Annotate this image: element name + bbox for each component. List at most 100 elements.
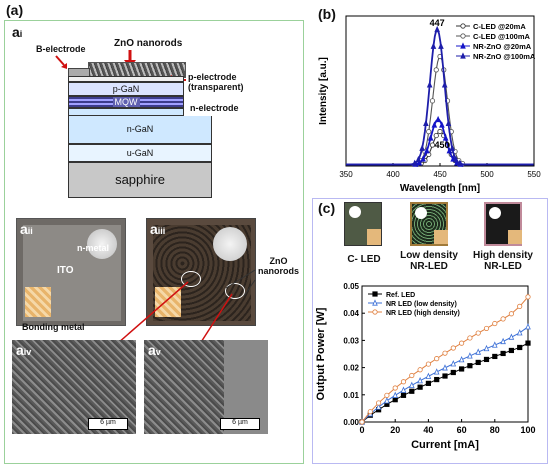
data-point-c bbox=[450, 345, 456, 351]
series-marker-b bbox=[438, 42, 444, 49]
layer-n-gan-top bbox=[68, 108, 184, 116]
zno-nanorods-label: ZnO nanorods bbox=[114, 38, 183, 49]
legend-label-b: NR-ZnO @100mA bbox=[473, 52, 536, 61]
data-point-c bbox=[508, 347, 514, 354]
data-point-c bbox=[417, 367, 423, 373]
series-marker-b bbox=[449, 144, 456, 151]
series-marker-b bbox=[416, 159, 423, 166]
bonding-metal bbox=[25, 287, 51, 317]
data-point-c bbox=[475, 359, 481, 366]
x-tick-label-b: 400 bbox=[386, 170, 400, 179]
y-tick-label-c: 0.04 bbox=[343, 309, 359, 318]
annot-450: 450 bbox=[434, 140, 449, 150]
legend-label-c: NR LED (low density) bbox=[386, 301, 457, 308]
data-point-c bbox=[516, 329, 523, 336]
label-ai: ai bbox=[12, 24, 23, 40]
series-marker-b bbox=[424, 147, 430, 154]
x-tick-label-c: 60 bbox=[457, 425, 467, 435]
b-electrode-label: B-electrode bbox=[36, 44, 86, 54]
x-tick-label-b: 550 bbox=[527, 170, 541, 179]
p-electrode-label: p-electrode (transparent) bbox=[188, 72, 244, 92]
data-point-c bbox=[400, 392, 407, 398]
legend-marker-b bbox=[460, 42, 466, 49]
data-point-c bbox=[475, 330, 481, 336]
data-point-c bbox=[434, 376, 440, 383]
y-axis-label-c: Output Power [W] bbox=[315, 307, 327, 400]
bonding-metal-label: Bonding metal bbox=[22, 322, 85, 332]
data-point-c bbox=[517, 344, 523, 351]
n-metal-dot-aiii bbox=[213, 227, 247, 261]
legend-label-b: C-LED @20mA bbox=[473, 22, 526, 31]
data-point-c bbox=[467, 335, 473, 341]
x-tick-label-c: 40 bbox=[423, 425, 433, 435]
y-tick-label-c: 0.02 bbox=[343, 364, 359, 373]
data-point-c bbox=[392, 397, 398, 403]
data-point-c bbox=[492, 320, 498, 327]
x-axis-label-b: Wavelength [nm] bbox=[400, 183, 480, 194]
data-point-c bbox=[359, 419, 365, 425]
annot-447: 447 bbox=[430, 18, 445, 28]
thumb-pad bbox=[367, 229, 381, 245]
panel-a-label: (a) bbox=[6, 2, 24, 18]
data-point-c bbox=[483, 356, 490, 363]
thumb-pad bbox=[434, 230, 448, 244]
data-point-c bbox=[459, 340, 465, 346]
scalebar-aiv: 6 µm bbox=[88, 418, 128, 430]
data-point-c bbox=[408, 381, 415, 388]
x-tick-label-c: 80 bbox=[490, 425, 500, 435]
legend-marker-c bbox=[372, 291, 378, 297]
series-marker-b bbox=[427, 134, 434, 141]
legend-label-b: C-LED @100mA bbox=[473, 32, 530, 41]
series-marker-b bbox=[415, 155, 422, 163]
sem-av: av 6 µm bbox=[144, 340, 268, 434]
data-point-c bbox=[500, 337, 506, 345]
data-point-c bbox=[525, 294, 531, 300]
series-marker-b bbox=[423, 119, 429, 127]
series-marker-b bbox=[419, 144, 425, 151]
x-tick-label-b: 450 bbox=[433, 170, 447, 179]
series-marker-b bbox=[434, 25, 440, 33]
series-marker-b bbox=[429, 142, 436, 148]
label-aiv: aiv bbox=[16, 342, 32, 358]
layer-mqw: MQW bbox=[68, 96, 184, 108]
x-tick-label-c: 20 bbox=[390, 425, 400, 435]
panel-b-label: (b) bbox=[318, 6, 336, 22]
data-point-c bbox=[467, 363, 473, 369]
ito-label: ITO bbox=[57, 265, 74, 276]
data-point-c bbox=[425, 372, 432, 379]
label-aiii: aiii bbox=[150, 221, 166, 237]
data-point-c bbox=[508, 311, 514, 317]
layer-sapphire: sapphire bbox=[68, 162, 212, 198]
data-point-c bbox=[392, 385, 398, 391]
data-point-c bbox=[508, 333, 515, 340]
y-tick-label-c: 0.03 bbox=[343, 336, 359, 345]
legend-label-c: NR LED (high density) bbox=[386, 310, 460, 317]
photo-aiii: aiii bbox=[146, 218, 256, 326]
data-point-c bbox=[500, 350, 506, 357]
thumb-high-density bbox=[484, 202, 522, 246]
data-point-c bbox=[384, 392, 390, 398]
label-aii: aii bbox=[20, 221, 33, 237]
data-point-c bbox=[525, 340, 531, 346]
thumb-c-led bbox=[344, 202, 382, 246]
panel-c-frame bbox=[312, 198, 548, 464]
sem-aiv: aiv 6 µm bbox=[12, 340, 136, 434]
thumb-label-c-led: C- LED bbox=[347, 254, 381, 265]
data-point-c bbox=[392, 391, 399, 398]
legend-marker-b bbox=[460, 52, 466, 59]
layer-transparent bbox=[68, 76, 184, 82]
series-marker-b bbox=[426, 129, 432, 135]
legend-label-b: NR-ZnO @20mA bbox=[473, 42, 532, 51]
chart-c: 0 20 40 60 80 100 0.00 0.01 0.02 0.03 0.04 0.05 Curr… bbox=[315, 282, 536, 451]
series-line-b bbox=[346, 28, 534, 166]
data-point-c bbox=[525, 323, 531, 330]
series-marker-b bbox=[433, 67, 439, 73]
data-point-c bbox=[492, 353, 498, 360]
n-metal-label: n-metal bbox=[77, 243, 110, 253]
data-point-c bbox=[409, 388, 415, 394]
data-point-c bbox=[417, 376, 423, 384]
series-marker-b bbox=[433, 132, 439, 139]
series-marker-b bbox=[453, 155, 459, 163]
series-marker-b bbox=[430, 42, 437, 49]
legend-label-c: Ref. LED bbox=[386, 292, 415, 299]
